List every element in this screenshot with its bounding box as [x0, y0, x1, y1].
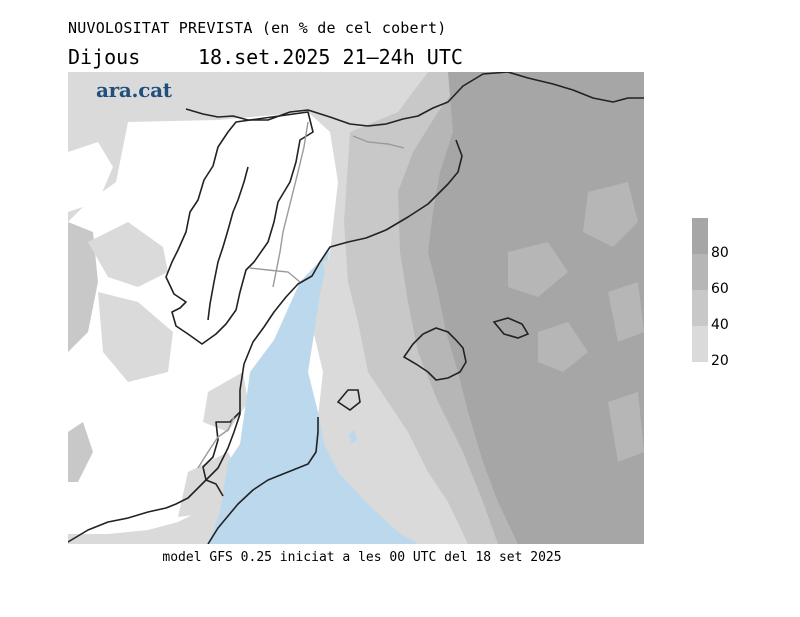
coastline [68, 72, 644, 544]
cloud-layer-60-spot2 [508, 242, 568, 297]
legend-swatch-40 [692, 290, 708, 326]
formentera-island [349, 430, 357, 444]
legend-tick-20: 20 [711, 353, 729, 369]
cloud-layer-20-sea3 [368, 447, 393, 482]
cloud-cover-map [68, 72, 644, 544]
legend-swatch-80 [692, 218, 708, 254]
cloud-layer-20-sea2 [360, 392, 386, 437]
legend-tick-40: 40 [711, 317, 729, 333]
legend-tick-60: 60 [711, 281, 729, 297]
internal-borders [197, 121, 405, 469]
cloud-layer-40-west [68, 222, 98, 352]
forecast-datetime: Dijous 18.set.2025 21–24h UTC [68, 45, 463, 69]
model-info: model GFS 0.25 iniciat a les 00 UTC del … [162, 550, 562, 565]
map-title: NUVOLOSITAT PREVISTA (en % de cel cobert… [68, 19, 447, 37]
legend-tick-80: 80 [711, 245, 729, 261]
cloud-layer-80 [428, 72, 644, 544]
map-canvas [68, 72, 644, 544]
clear-sea-area [208, 250, 418, 544]
legend-swatch-60 [692, 254, 708, 290]
cloud-layer-20-land3 [203, 372, 248, 432]
forecast-day: Dijous [68, 45, 141, 69]
cloud-layer-20-sea [323, 257, 343, 302]
cloud-layer-60-spot5 [608, 392, 644, 462]
cloud-layer-20-land2 [98, 292, 173, 382]
clear-land-area-west [68, 142, 113, 212]
cloud-layer-60-spot [583, 182, 638, 247]
balearic-islands [336, 317, 530, 411]
menorca-outline [492, 317, 530, 339]
cloud-layer-20-land [88, 222, 168, 287]
cloud-layer-40-sw [68, 422, 93, 482]
clear-land-area-west2 [128, 132, 218, 172]
mallorca-outline [402, 327, 467, 381]
ara-cat-logo: ara.cat [96, 78, 172, 102]
cloud-layer-60-spot3 [538, 322, 588, 372]
cloud-layer-60-spot4 [608, 282, 644, 342]
legend-swatch-20 [692, 326, 708, 362]
forecast-time: 18.set.2025 21–24h UTC [198, 45, 463, 69]
ibiza-outline [336, 389, 361, 411]
